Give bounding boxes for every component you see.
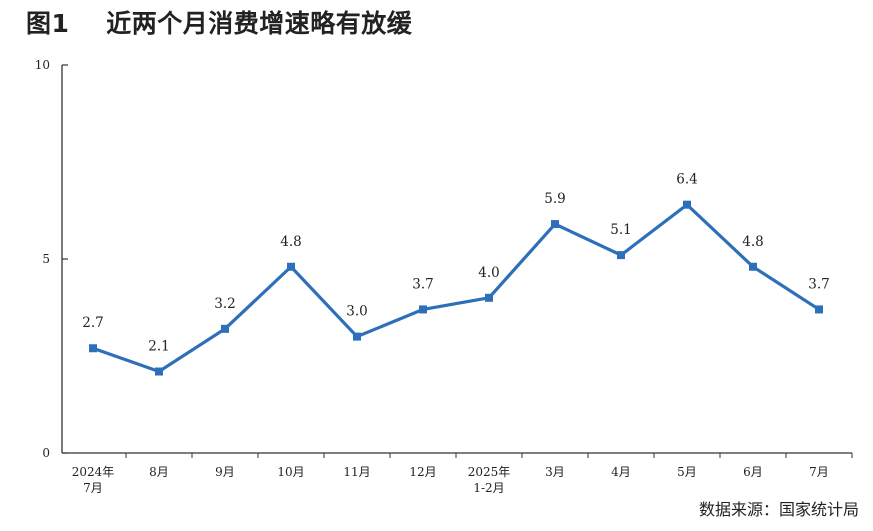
data-point-marker — [89, 344, 97, 353]
x-category-label: 8月 — [149, 465, 169, 479]
x-category-labels: 2024年 7月 8月 9月 10月 11月 12月 2025年 1-2月 3月 4月 5月 6月 7月 — [72, 453, 853, 495]
x-category-label: 12月 — [409, 465, 436, 479]
data-label: 6.4 — [676, 172, 697, 188]
data-point-marker — [749, 262, 757, 271]
y-tick-label: 0 — [42, 446, 50, 460]
data-labels: 2.7 2.1 3.2 4.8 3.0 3.7 4.0 5.9 5.1 6.4 4.8 3.7 — [82, 172, 829, 355]
data-point-marker — [419, 305, 427, 314]
data-point-marker — [485, 293, 493, 302]
data-point-marker — [221, 324, 229, 333]
data-label: 3.2 — [214, 296, 235, 312]
data-label: 3.7 — [808, 276, 829, 292]
x-category-label: 10月 — [277, 465, 304, 479]
data-label: 3.0 — [346, 304, 367, 320]
y-ticks: 0 5 10 — [35, 58, 68, 460]
axes — [61, 65, 852, 454]
data-point-marker — [287, 262, 295, 271]
data-point-marker — [815, 305, 823, 314]
data-label: 3.7 — [412, 276, 433, 292]
data-source-note: 数据来源：国家统计局 — [698, 500, 859, 519]
data-label: 2.1 — [148, 339, 169, 355]
x-category-label: 2025年 1-2月 — [468, 465, 511, 495]
data-label: 4.8 — [742, 234, 763, 250]
data-point-marker — [551, 220, 559, 229]
series-line — [92, 202, 820, 374]
data-label: 2.7 — [82, 315, 103, 331]
x-category-label: 4月 — [611, 465, 631, 479]
data-label: 5.1 — [610, 222, 631, 238]
data-label: 4.0 — [478, 265, 499, 281]
data-label: 5.9 — [544, 191, 565, 207]
chart-title: 图1 近两个月消费增速略有放缓 — [26, 9, 413, 38]
data-point-marker — [155, 367, 163, 376]
data-point-marker — [353, 332, 361, 341]
x-category-label: 2024年 7月 — [72, 465, 115, 495]
y-tick-label: 10 — [35, 58, 50, 72]
x-category-label: 6月 — [743, 465, 763, 479]
x-category-label: 7月 — [809, 465, 829, 479]
data-label: 4.8 — [280, 234, 301, 250]
x-category-label: 5月 — [677, 465, 697, 479]
x-category-label: 3月 — [545, 465, 565, 479]
data-point-marker — [683, 200, 691, 209]
x-category-label: 9月 — [215, 465, 235, 479]
data-point-marker — [617, 251, 625, 260]
series-line-group — [89, 200, 823, 376]
x-category-label: 11月 — [343, 465, 370, 479]
y-tick-label: 5 — [42, 252, 50, 266]
